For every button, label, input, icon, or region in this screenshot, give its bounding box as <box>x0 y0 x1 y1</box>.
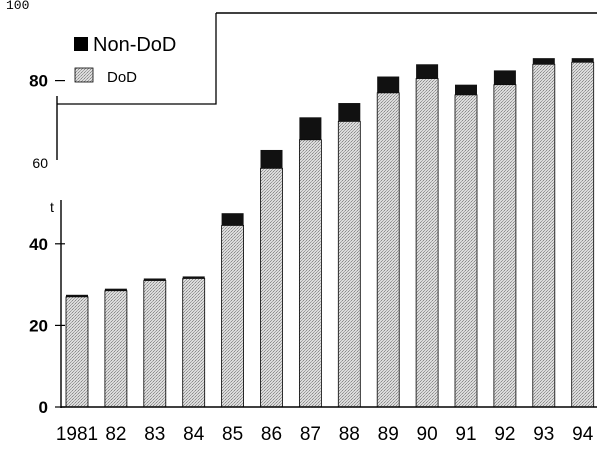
bar-dod-83 <box>143 280 167 408</box>
bar-nondod-83 <box>143 278 166 281</box>
x-tick-label: 87 <box>300 424 321 444</box>
axis-artifact-text: t <box>50 199 54 215</box>
y-tick-label: 20 <box>29 316 48 335</box>
bar-dod-85 <box>221 225 245 408</box>
legend-swatch-dod <box>74 67 94 83</box>
bar-dod-87 <box>298 139 322 408</box>
x-tick-label: 93 <box>533 424 554 444</box>
bar-nondod-86 <box>260 149 283 169</box>
bar-dod-94 <box>571 61 595 408</box>
bar-nondod-91 <box>455 84 477 95</box>
bar-nondod-1981 <box>66 294 88 297</box>
x-tick-label: 90 <box>417 424 438 444</box>
bar-dod-88 <box>337 121 361 408</box>
bar-nondod-85 <box>221 213 244 226</box>
legend-label-dod: DoD <box>107 69 137 86</box>
bar-nondod-92 <box>493 70 516 85</box>
bar-nondod-88 <box>338 103 361 122</box>
legend: Non-DoD DoD <box>57 13 217 105</box>
bar-dod-1981 <box>65 296 89 408</box>
x-tick-label: 89 <box>378 424 399 444</box>
bar-nondod-90 <box>416 64 439 79</box>
bar-dod-89 <box>376 92 400 408</box>
bar-dod-90 <box>415 78 439 408</box>
bar-nondod-93 <box>532 58 555 65</box>
bar-dod-91 <box>454 94 478 408</box>
bar-dod-82 <box>104 290 128 408</box>
x-tick-label: 82 <box>105 424 126 444</box>
y-tick-label: 40 <box>29 235 48 254</box>
legend-swatch-nondod <box>74 37 88 51</box>
bar-nondod-94 <box>571 58 594 63</box>
bar-nondod-82 <box>104 288 127 291</box>
x-tick-label: 83 <box>144 424 165 444</box>
legend-frame <box>57 13 217 105</box>
bar-nondod-87 <box>299 117 322 140</box>
legend-label-nondod: Non-DoD <box>93 34 176 56</box>
y-tick-label: 100 <box>6 0 29 13</box>
bar-nondod-89 <box>377 76 400 93</box>
x-tick-label: 88 <box>339 424 360 444</box>
x-tick-label: 1981 <box>56 424 98 444</box>
bar-nondod-84 <box>182 276 205 279</box>
y-tick-label: 80 <box>29 72 48 91</box>
bar-dod-93 <box>532 63 556 408</box>
x-tick-label: 86 <box>261 424 282 444</box>
x-tick-label: 91 <box>455 424 476 444</box>
x-tick-label: 94 <box>572 424 594 444</box>
x-tick-label: 92 <box>494 424 515 444</box>
y-tick-label: 60 <box>32 155 48 171</box>
axis-layer: 1981 82 83 84 85 86 87 88 89 90 91 92 93 94 0 20 40 60 80 1… <box>6 0 597 445</box>
y-tick-label: 0 <box>39 398 48 417</box>
bar-dod-86 <box>260 167 283 408</box>
x-tick-label: 84 <box>183 424 205 444</box>
bar-dod-84 <box>182 278 206 408</box>
bars-layer <box>65 58 595 408</box>
bar-dod-92 <box>493 84 517 408</box>
x-tick-label: 85 <box>222 424 243 444</box>
